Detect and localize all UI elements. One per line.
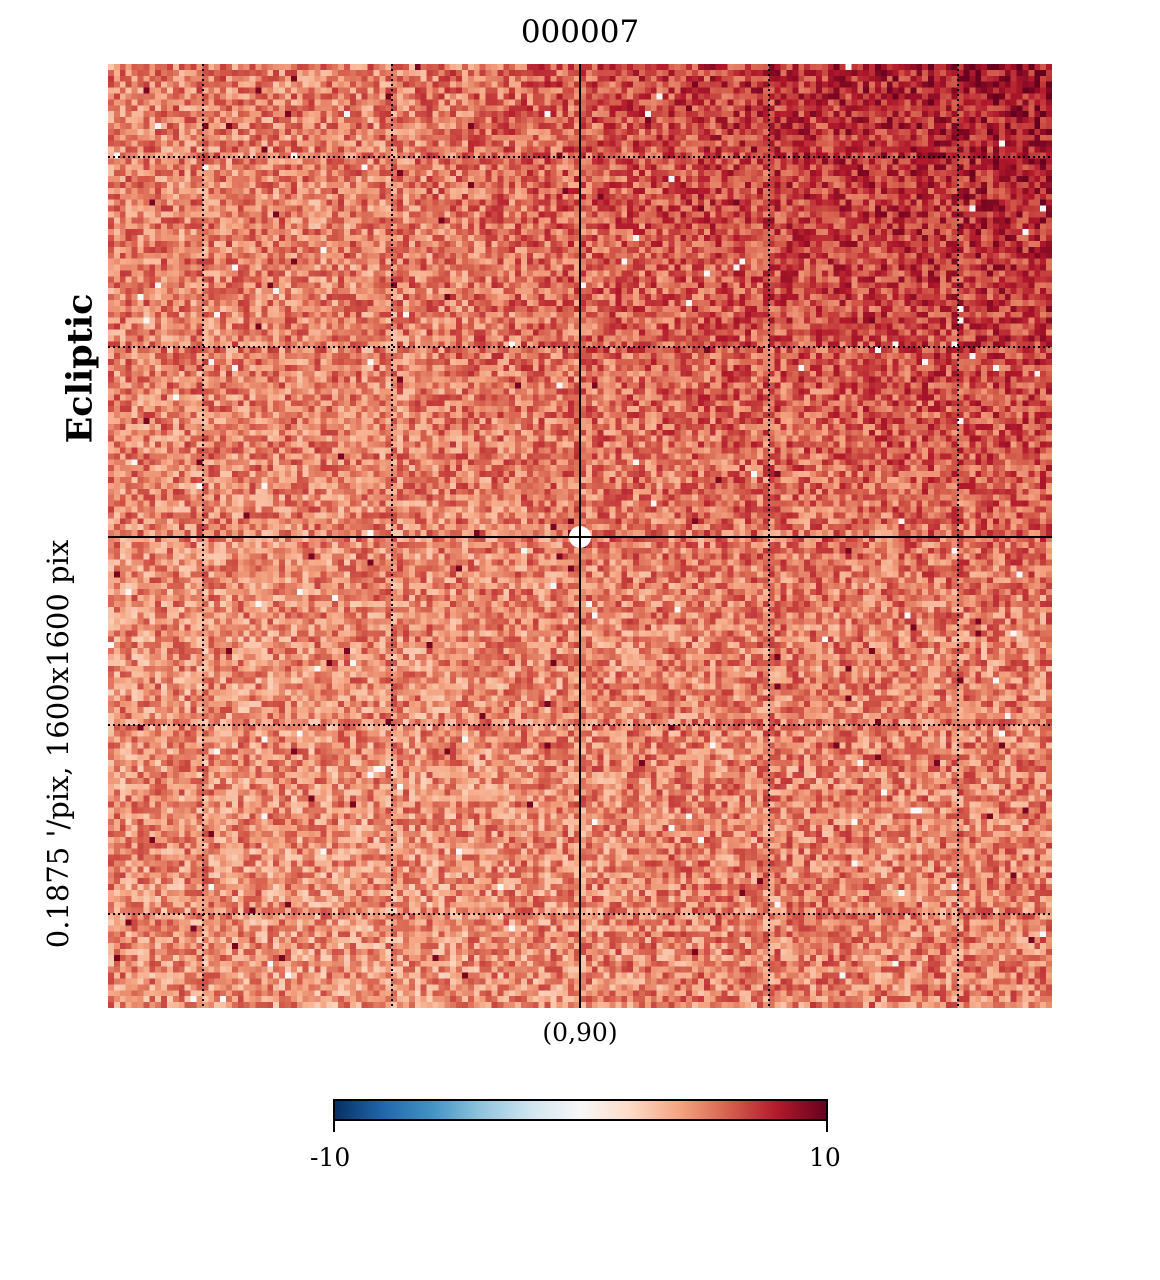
colorbar-min-label: -10 (310, 1143, 351, 1172)
coordinate-frame-label: Ecliptic (59, 293, 101, 444)
colorbar (333, 1099, 828, 1132)
colorbar-max-label: 10 (809, 1143, 841, 1172)
colorbar-bar (333, 1099, 828, 1121)
chart-title: 000007 (520, 14, 640, 50)
graticule (108, 64, 1052, 1008)
center-coordinate-label: (0,90) (542, 1018, 618, 1047)
resolution-label: 0.1875 '/pix, 1600x1600 pix (41, 539, 75, 949)
